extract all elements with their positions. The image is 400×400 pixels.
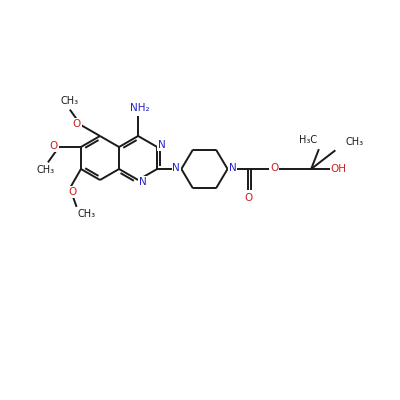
Text: O: O	[73, 119, 81, 129]
Text: H₃C: H₃C	[299, 135, 317, 145]
Text: O: O	[270, 163, 278, 173]
Text: N: N	[172, 163, 180, 173]
Text: O: O	[244, 193, 252, 203]
Text: OH: OH	[331, 164, 347, 174]
Text: O: O	[69, 187, 77, 197]
Text: N: N	[139, 177, 147, 187]
Text: CH₃: CH₃	[61, 96, 79, 106]
Text: CH₃: CH₃	[37, 166, 55, 175]
Text: O: O	[50, 141, 58, 151]
Text: NH₂: NH₂	[130, 103, 150, 113]
Text: N: N	[229, 163, 236, 173]
Text: CH₃: CH₃	[78, 209, 96, 219]
Text: CH₃: CH₃	[345, 137, 364, 147]
Text: N: N	[158, 140, 166, 150]
